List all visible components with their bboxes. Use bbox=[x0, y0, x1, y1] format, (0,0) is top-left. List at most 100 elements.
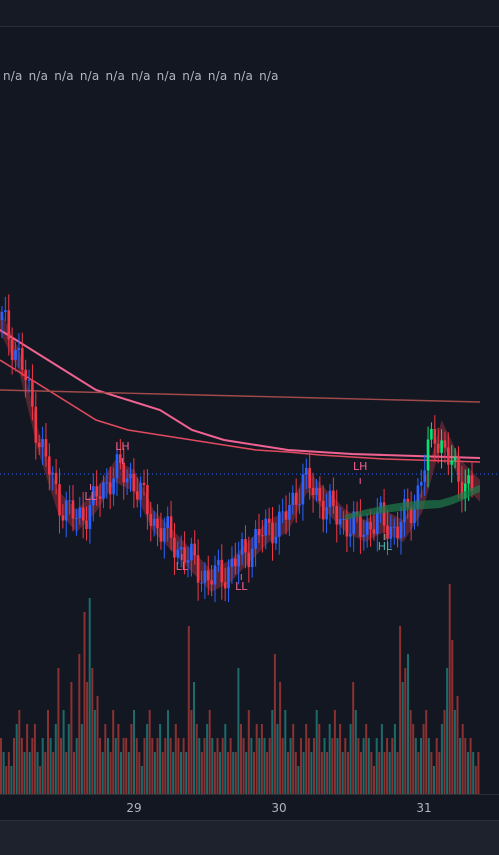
volume-bar bbox=[201, 752, 203, 794]
candle-body bbox=[197, 555, 200, 582]
candle-body bbox=[1, 312, 4, 320]
candle-body bbox=[28, 380, 31, 381]
volume-bar bbox=[154, 752, 156, 794]
volume-bar bbox=[237, 668, 239, 794]
volume-bar bbox=[63, 710, 65, 794]
volume-bar bbox=[81, 724, 83, 794]
candle-body bbox=[207, 571, 210, 581]
volume-bar bbox=[282, 738, 284, 794]
volume-bar bbox=[16, 724, 18, 794]
ma-line-pink bbox=[0, 330, 480, 458]
candle-body bbox=[393, 527, 396, 528]
volume-bar bbox=[222, 738, 224, 794]
candle-body bbox=[288, 505, 291, 520]
pivot-label: LH bbox=[115, 440, 129, 453]
volume-bar bbox=[274, 654, 276, 794]
x-tick-label: 30 bbox=[271, 801, 286, 815]
volume-bar bbox=[310, 752, 312, 794]
volume-bar bbox=[232, 752, 234, 794]
candle-body bbox=[217, 560, 220, 566]
candle-body bbox=[156, 519, 159, 529]
volume-bar bbox=[318, 724, 320, 794]
volume-bar bbox=[86, 682, 88, 794]
volume-bar bbox=[196, 724, 198, 794]
volume-bar bbox=[204, 738, 206, 794]
candle-body bbox=[454, 457, 457, 460]
volume-bar bbox=[295, 752, 297, 794]
candle-body bbox=[99, 496, 102, 498]
volume-bar bbox=[441, 724, 443, 794]
volume-bar bbox=[39, 766, 41, 794]
volume-bar bbox=[368, 738, 370, 794]
candle-body bbox=[170, 516, 173, 537]
volume-bar bbox=[449, 584, 451, 794]
volume-bar bbox=[211, 738, 213, 794]
volume-bar bbox=[470, 738, 472, 794]
volume-bar bbox=[451, 640, 453, 794]
volume-bar bbox=[264, 738, 266, 794]
volume-bar bbox=[352, 682, 354, 794]
volume-bar bbox=[248, 710, 250, 794]
candle-body bbox=[376, 512, 379, 534]
volume-bar bbox=[331, 738, 333, 794]
candle-body bbox=[116, 454, 119, 478]
candle-body bbox=[366, 522, 369, 535]
volume-bar bbox=[397, 752, 399, 794]
candle-body bbox=[85, 521, 88, 529]
volume-bar bbox=[394, 724, 396, 794]
volume-bar bbox=[185, 752, 187, 794]
candle-body bbox=[258, 529, 261, 535]
volume-bar bbox=[47, 710, 49, 794]
volume-bar bbox=[384, 752, 386, 794]
candle-body bbox=[160, 528, 163, 541]
candle-body bbox=[437, 444, 440, 453]
volume-bar bbox=[18, 710, 20, 794]
volume-bar bbox=[321, 752, 323, 794]
volume-bar bbox=[457, 696, 459, 794]
volume-bar bbox=[303, 752, 305, 794]
volume-bar bbox=[266, 752, 268, 794]
candle-body bbox=[173, 538, 176, 558]
price-chart[interactable]: LH LL LL LL LH HL bbox=[0, 0, 499, 794]
candle-body bbox=[335, 506, 338, 525]
candle-body bbox=[386, 526, 389, 539]
volume-bar bbox=[243, 738, 245, 794]
volume-bar bbox=[141, 766, 143, 794]
volume-bar bbox=[130, 724, 132, 794]
volume-bar bbox=[277, 724, 279, 794]
candle-body bbox=[200, 583, 203, 584]
candle-body bbox=[275, 537, 278, 544]
candle-body bbox=[413, 509, 416, 523]
volume-bar bbox=[198, 738, 200, 794]
volume-bar bbox=[329, 724, 331, 794]
volume-bar bbox=[339, 724, 341, 794]
candle-body bbox=[143, 483, 146, 485]
candle-body bbox=[346, 519, 349, 537]
volume-bar bbox=[381, 724, 383, 794]
volume-bar bbox=[102, 752, 104, 794]
volume-bar bbox=[167, 710, 169, 794]
volume-bar bbox=[3, 752, 5, 794]
volume-bar bbox=[217, 738, 219, 794]
candle-body bbox=[221, 560, 224, 582]
volume-bar bbox=[125, 738, 127, 794]
volume-bar bbox=[334, 710, 336, 794]
volume-bar bbox=[430, 752, 432, 794]
candle-body bbox=[65, 501, 68, 521]
candle-body bbox=[224, 582, 227, 588]
volume-bar bbox=[157, 738, 159, 794]
volume-bar bbox=[146, 724, 148, 794]
volume-bar bbox=[305, 724, 307, 794]
candle-body bbox=[302, 474, 305, 504]
candle-body bbox=[363, 535, 366, 537]
candle-body bbox=[75, 518, 78, 519]
volume-bar bbox=[402, 682, 404, 794]
volume-bar bbox=[316, 710, 318, 794]
volume-bar bbox=[42, 738, 44, 794]
candle-body bbox=[430, 429, 433, 440]
candle-body bbox=[440, 440, 443, 453]
volume-bar bbox=[410, 710, 412, 794]
volume-bar bbox=[177, 738, 179, 794]
volume-bar bbox=[190, 710, 192, 794]
volume-bar bbox=[287, 752, 289, 794]
